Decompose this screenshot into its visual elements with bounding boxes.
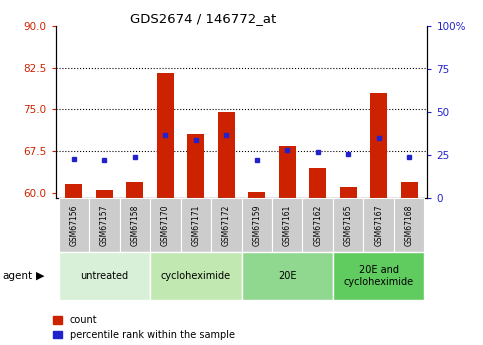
Text: GSM67157: GSM67157 <box>100 204 109 246</box>
Bar <box>120 198 150 252</box>
Bar <box>89 198 120 252</box>
Text: GSM67162: GSM67162 <box>313 205 322 246</box>
Bar <box>302 198 333 252</box>
Bar <box>218 112 235 198</box>
Legend: count, percentile rank within the sample: count, percentile rank within the sample <box>53 315 235 340</box>
Bar <box>340 187 356 198</box>
Bar <box>211 198 242 252</box>
Text: GSM67172: GSM67172 <box>222 205 231 246</box>
Text: GSM67168: GSM67168 <box>405 205 413 246</box>
Text: GSM67159: GSM67159 <box>252 204 261 246</box>
Bar <box>401 182 417 198</box>
Text: cycloheximide: cycloheximide <box>161 271 231 281</box>
Text: GSM67158: GSM67158 <box>130 205 139 246</box>
Bar <box>66 185 82 198</box>
Bar <box>248 192 265 198</box>
Text: GSM67165: GSM67165 <box>344 204 353 246</box>
Bar <box>157 73 174 198</box>
Text: 20E and
cycloheximide: 20E and cycloheximide <box>343 265 414 287</box>
Text: GSM67170: GSM67170 <box>161 204 170 246</box>
Text: GSM67171: GSM67171 <box>191 205 200 246</box>
Bar <box>394 198 425 252</box>
Text: agent: agent <box>2 271 32 281</box>
Text: 20E: 20E <box>278 271 297 281</box>
Bar <box>370 93 387 198</box>
Bar <box>127 182 143 198</box>
Bar <box>309 168 326 198</box>
Bar <box>333 252 425 300</box>
Bar <box>272 198 302 252</box>
Bar <box>150 198 181 252</box>
Text: GSM67167: GSM67167 <box>374 204 383 246</box>
Bar <box>187 135 204 198</box>
Bar <box>333 198 363 252</box>
Bar <box>181 198 211 252</box>
Bar <box>242 198 272 252</box>
Bar <box>150 252 242 300</box>
Bar <box>363 198 394 252</box>
Text: ▶: ▶ <box>36 271 45 281</box>
Bar <box>58 198 89 252</box>
Text: untreated: untreated <box>80 271 128 281</box>
Bar <box>58 252 150 300</box>
Bar <box>96 190 113 198</box>
Bar <box>242 252 333 300</box>
Bar <box>279 146 296 198</box>
Text: GSM67156: GSM67156 <box>70 204 78 246</box>
Text: GSM67161: GSM67161 <box>283 205 292 246</box>
Text: GDS2674 / 146772_at: GDS2674 / 146772_at <box>130 12 276 25</box>
